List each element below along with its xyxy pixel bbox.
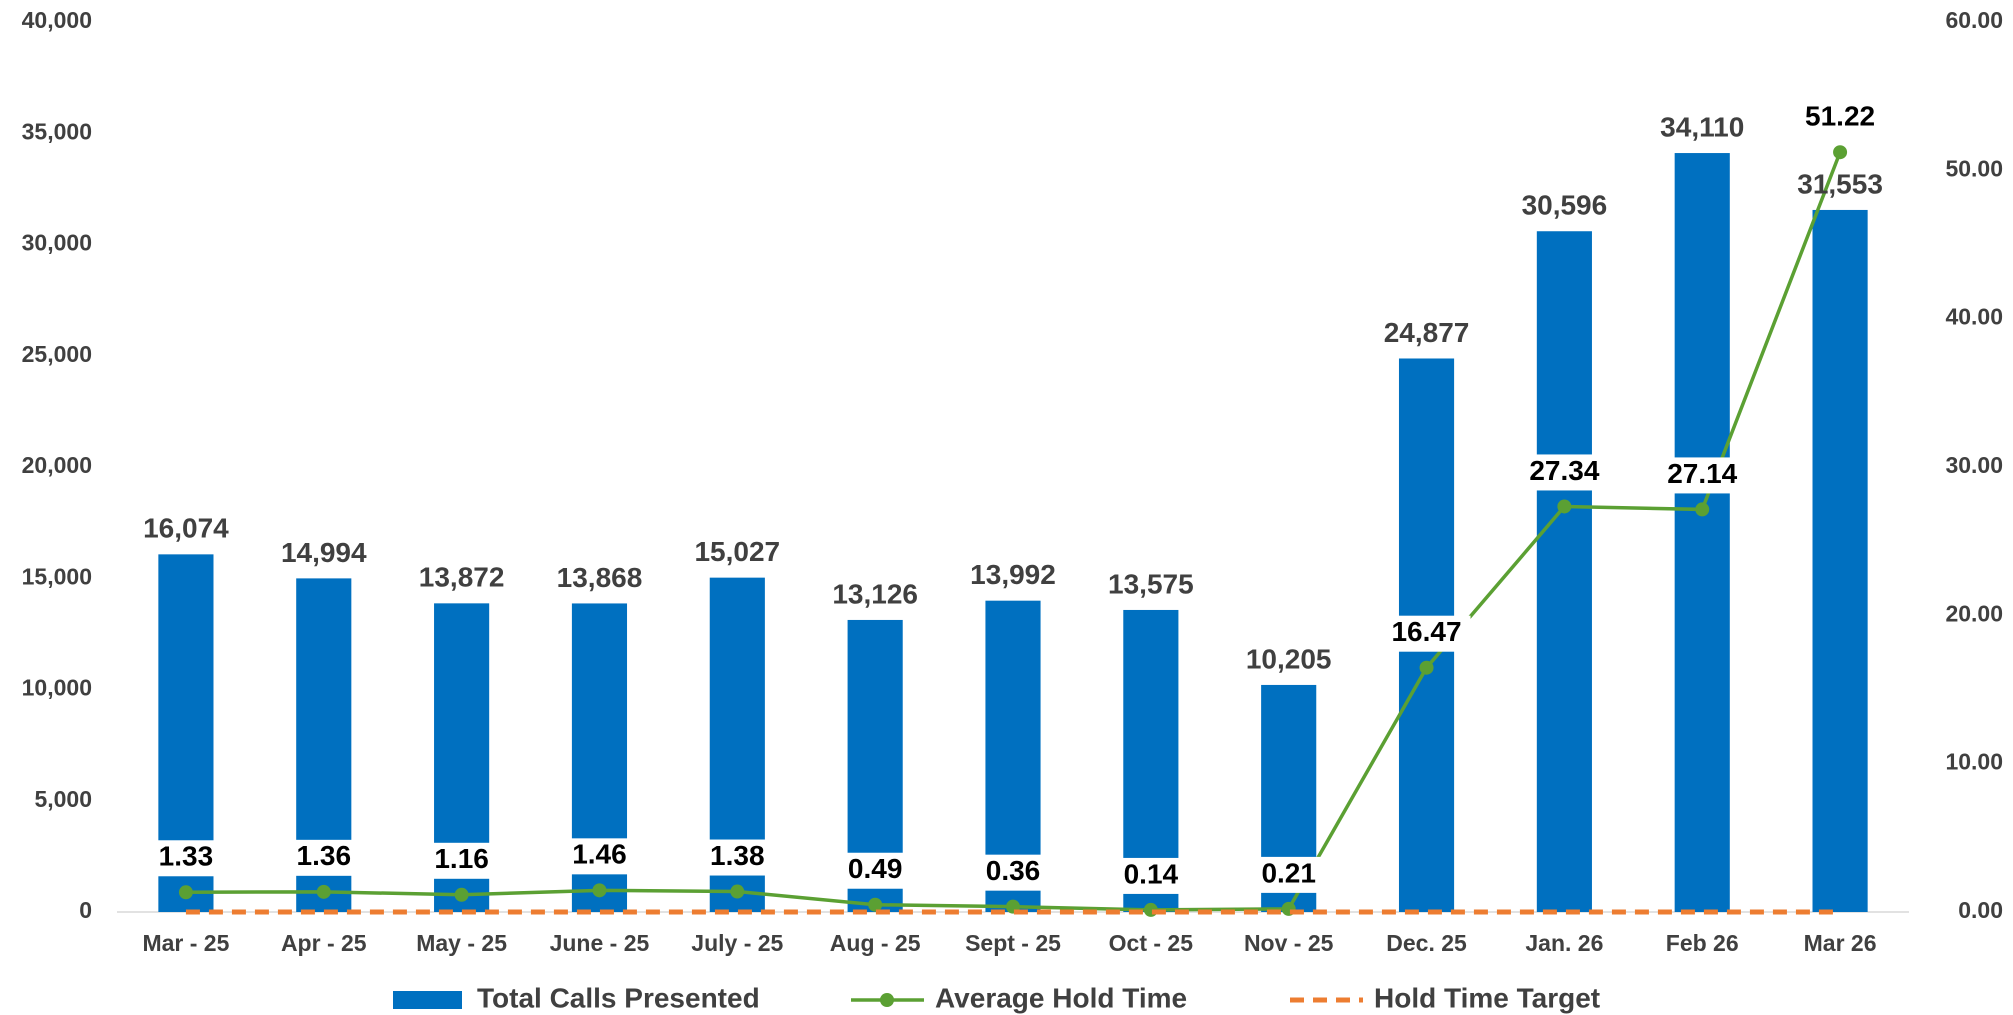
- y-tick-label: 20,000: [22, 452, 92, 478]
- line-marker: [1695, 502, 1710, 517]
- y-tick-label: 40,000: [22, 7, 92, 33]
- x-tick-label: Feb 26: [1666, 930, 1739, 956]
- y2-tick-label: 10.00: [1945, 749, 2003, 775]
- line-marker: [1557, 499, 1572, 514]
- line-value-label: 1.16: [434, 843, 489, 874]
- line-value-label: 1.38: [710, 840, 765, 871]
- y2-tick-label: 20.00: [1945, 600, 2003, 626]
- line-value-label: 27.34: [1529, 455, 1599, 486]
- line-marker: [454, 887, 469, 902]
- bar-value-label: 13,868: [557, 562, 643, 593]
- y2-tick-label: 60.00: [1945, 7, 2003, 33]
- label-background: [1106, 857, 1195, 894]
- y-tick-label: 15,000: [22, 563, 92, 589]
- legend-label: Average Hold Time: [935, 982, 1187, 1013]
- legend-label: Hold Time Target: [1374, 982, 1600, 1013]
- line-marker: [316, 884, 331, 899]
- bar-value-label: 15,027: [694, 536, 780, 567]
- line-value-label: 1.46: [572, 839, 627, 870]
- x-tick-label: Jan. 26: [1525, 930, 1603, 956]
- line-value-label: 1.36: [297, 840, 352, 871]
- label-background: [969, 854, 1057, 891]
- label-background: [141, 840, 230, 877]
- x-tick-label: Apr - 25: [281, 930, 367, 956]
- y-tick-label: 10,000: [22, 675, 92, 701]
- line-value-label: 16.47: [1391, 616, 1461, 647]
- label-background: [279, 839, 368, 876]
- bar-value-label: 13,575: [1108, 568, 1194, 599]
- y2-tick-label: 50.00: [1945, 155, 2003, 181]
- x-tick-label: June - 25: [550, 930, 650, 956]
- label-background: [417, 842, 506, 879]
- line-marker: [1419, 660, 1434, 675]
- line-value-label: 0.49: [848, 853, 903, 884]
- legend-label: Total Calls Presented: [477, 982, 760, 1013]
- y2-tick-label: 0.00: [1958, 897, 2003, 923]
- line-value-label: 51.22: [1805, 101, 1875, 132]
- y-tick-label: 30,000: [22, 230, 92, 256]
- x-tick-label: Mar 26: [1804, 930, 1877, 956]
- line-marker: [1833, 145, 1848, 160]
- y2-tick-label: 30.00: [1945, 452, 2003, 478]
- x-tick-label: Aug - 25: [830, 930, 921, 956]
- bar-value-label: 30,596: [1522, 190, 1608, 221]
- label-background: [1520, 454, 1609, 491]
- bar: [1536, 231, 1592, 912]
- bar-value-label: 13,992: [970, 559, 1056, 590]
- x-tick-label: Oct - 25: [1109, 930, 1194, 956]
- bar-value-label: 34,110: [1660, 111, 1744, 142]
- label-background: [1658, 457, 1747, 494]
- line-marker: [730, 884, 745, 899]
- x-tick-label: May - 25: [416, 930, 507, 956]
- label-background: [693, 839, 782, 876]
- bar-value-label: 31,553: [1797, 168, 1883, 199]
- y2-tick-label: 40.00: [1945, 304, 2003, 330]
- line-marker: [592, 883, 607, 898]
- x-tick-label: Dec. 25: [1386, 930, 1467, 956]
- line-value-label: 27.14: [1667, 458, 1737, 489]
- legend-swatch: [393, 991, 462, 1009]
- y-tick-label: 0: [79, 897, 92, 923]
- x-tick-label: Nov - 25: [1244, 930, 1334, 956]
- bar-value-label: 24,877: [1384, 317, 1470, 348]
- bar-value-label: 16,074: [143, 513, 229, 544]
- label-background: [1796, 100, 1885, 137]
- bar: [1674, 153, 1730, 913]
- x-tick-label: Mar - 25: [142, 930, 229, 956]
- y-tick-label: 35,000: [22, 118, 92, 144]
- bar: [1812, 209, 1868, 913]
- label-background: [1244, 856, 1333, 893]
- line-value-label: 1.33: [159, 841, 214, 872]
- line-value-label: 0.36: [986, 855, 1041, 886]
- line-marker: [868, 897, 883, 912]
- bar-value-label: 13,126: [832, 578, 918, 609]
- y-tick-label: 5,000: [34, 786, 92, 812]
- label-background: [555, 838, 644, 875]
- x-tick-label: July - 25: [691, 930, 783, 956]
- label-background: [831, 852, 920, 889]
- line-value-label: 0.21: [1261, 857, 1316, 888]
- line-marker: [178, 885, 193, 900]
- bar-value-label: 13,872: [419, 562, 505, 593]
- line-value-label: 0.14: [1124, 858, 1179, 889]
- bar-value-label: 14,994: [281, 537, 367, 568]
- legend-marker: [880, 993, 894, 1007]
- label-background: [1382, 615, 1471, 652]
- x-tick-label: Sept - 25: [965, 930, 1061, 956]
- y-tick-label: 25,000: [22, 341, 92, 367]
- bar-value-label: 10,205: [1246, 643, 1332, 674]
